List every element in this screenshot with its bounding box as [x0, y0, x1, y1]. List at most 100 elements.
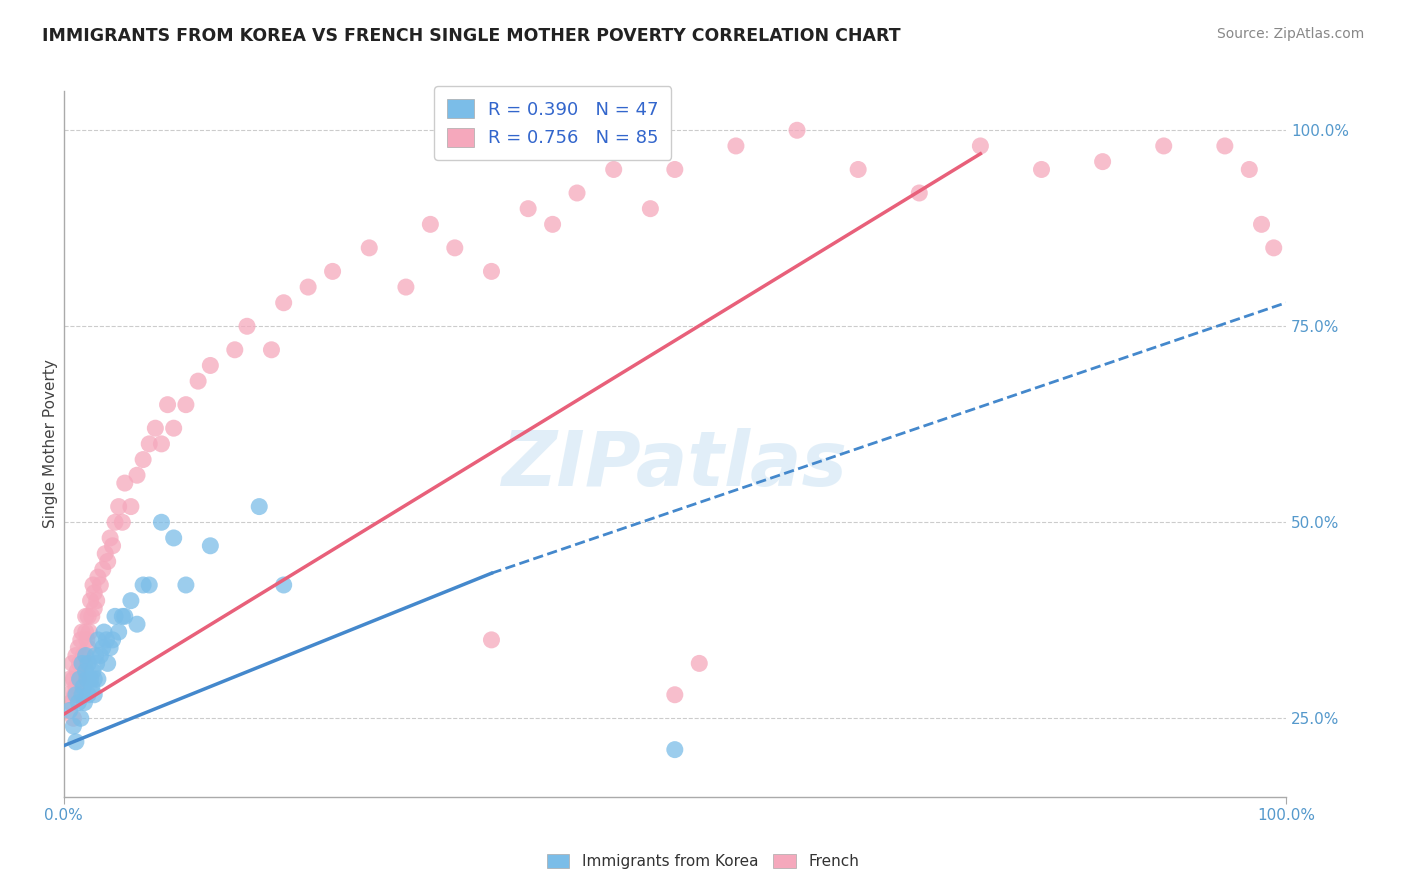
Point	[664, 162, 686, 177]
Point	[104, 516, 127, 530]
Point	[786, 123, 808, 137]
Point	[200, 359, 222, 373]
Point	[75, 625, 97, 640]
Point	[359, 241, 381, 255]
Point	[84, 648, 107, 663]
Point	[1239, 162, 1261, 177]
Point	[75, 648, 97, 663]
Point	[688, 657, 710, 671]
Point	[111, 609, 134, 624]
Point	[163, 531, 186, 545]
Point	[62, 719, 84, 733]
Point	[89, 578, 111, 592]
Point	[247, 500, 270, 514]
Point	[83, 601, 105, 615]
Text: Source: ZipAtlas.com: Source: ZipAtlas.com	[1216, 27, 1364, 41]
Point	[150, 437, 173, 451]
Point	[481, 264, 503, 278]
Point	[79, 593, 101, 607]
Point	[69, 711, 91, 725]
Point	[82, 665, 104, 679]
Point	[63, 688, 86, 702]
Point	[224, 343, 246, 357]
Point	[60, 696, 83, 710]
Point	[273, 295, 295, 310]
Point	[93, 625, 115, 640]
Point	[517, 202, 540, 216]
Point	[150, 516, 173, 530]
Point	[114, 609, 136, 624]
Point	[640, 202, 662, 216]
Point	[322, 264, 344, 278]
Point	[297, 280, 319, 294]
Point	[664, 742, 686, 756]
Point	[132, 452, 155, 467]
Point	[72, 680, 94, 694]
Point	[77, 640, 100, 655]
Point	[541, 218, 564, 232]
Point	[65, 648, 87, 663]
Point	[96, 632, 118, 647]
Point	[1091, 154, 1114, 169]
Point	[908, 186, 931, 200]
Point	[56, 688, 79, 702]
Point	[86, 593, 108, 607]
Point	[163, 421, 186, 435]
Point	[69, 672, 91, 686]
Point	[104, 609, 127, 624]
Point	[174, 398, 197, 412]
Point	[83, 672, 105, 686]
Point	[1031, 162, 1053, 177]
Point	[79, 625, 101, 640]
Point	[77, 609, 100, 624]
Point	[98, 531, 121, 545]
Y-axis label: Single Mother Poverty: Single Mother Poverty	[44, 359, 58, 528]
Point	[143, 421, 166, 435]
Point	[77, 657, 100, 671]
Point	[120, 500, 142, 514]
Point	[62, 672, 84, 686]
Point	[419, 218, 441, 232]
Point	[443, 241, 465, 255]
Point	[98, 640, 121, 655]
Point	[60, 657, 83, 671]
Point	[107, 500, 129, 514]
Point	[273, 578, 295, 592]
Point	[70, 625, 93, 640]
Point	[65, 688, 87, 702]
Point	[75, 609, 97, 624]
Point	[107, 625, 129, 640]
Point	[101, 539, 124, 553]
Point	[91, 640, 114, 655]
Point	[565, 186, 588, 200]
Point	[87, 672, 110, 686]
Point	[73, 696, 96, 710]
Legend: Immigrants from Korea, French: Immigrants from Korea, French	[540, 848, 866, 875]
Point	[83, 688, 105, 702]
Point	[174, 578, 197, 592]
Point	[87, 570, 110, 584]
Point	[76, 672, 98, 686]
Point	[91, 562, 114, 576]
Point	[481, 632, 503, 647]
Point	[200, 539, 222, 553]
Point	[65, 735, 87, 749]
Point	[94, 547, 117, 561]
Point	[846, 162, 869, 177]
Point	[969, 139, 991, 153]
Text: IMMIGRANTS FROM KOREA VS FRENCH SINGLE MOTHER POVERTY CORRELATION CHART: IMMIGRANTS FROM KOREA VS FRENCH SINGLE M…	[42, 27, 901, 45]
Point	[70, 672, 93, 686]
Point	[65, 680, 87, 694]
Point	[125, 617, 148, 632]
Point	[97, 657, 120, 671]
Point	[89, 648, 111, 663]
Point	[87, 632, 110, 647]
Point	[66, 665, 89, 679]
Point	[664, 688, 686, 702]
Point	[62, 711, 84, 725]
Point	[120, 593, 142, 607]
Point	[73, 657, 96, 671]
Point	[1153, 139, 1175, 153]
Point	[138, 437, 160, 451]
Point	[67, 640, 90, 655]
